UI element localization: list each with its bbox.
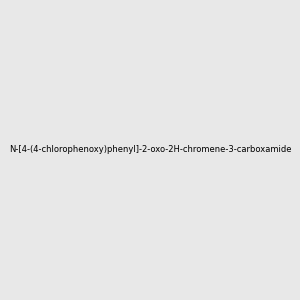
Text: N-[4-(4-chlorophenoxy)phenyl]-2-oxo-2H-chromene-3-carboxamide: N-[4-(4-chlorophenoxy)phenyl]-2-oxo-2H-c… — [9, 146, 291, 154]
